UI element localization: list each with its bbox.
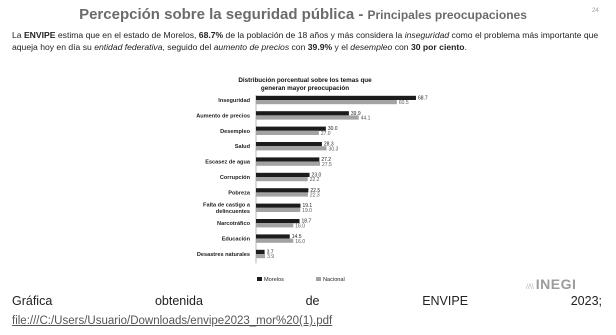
bar-nacional — [256, 223, 294, 228]
category-label: Salud — [235, 144, 251, 150]
data-label-nacional: 22.2 — [310, 177, 320, 183]
intro-paragraph: La ENVIPE estima que en el estado de Mor… — [12, 30, 599, 52]
bar-nacional — [256, 254, 266, 259]
data-label-morelos: 28.3 — [324, 142, 334, 148]
bar-morelos — [256, 111, 349, 116]
data-label-nacional: 22.3 — [310, 193, 320, 199]
bar-morelos — [256, 219, 300, 224]
caption: Gráfica obtenida de ENVIPE 2023; — [12, 294, 602, 308]
category-label: Narcotráfico — [217, 221, 251, 227]
bar-nacional — [256, 161, 321, 166]
data-label-morelos: 22.5 — [310, 188, 320, 194]
data-label-morelos: 27.2 — [321, 157, 331, 163]
data-label-nacional: 27.5 — [322, 162, 332, 168]
page-number: 24 — [592, 8, 599, 14]
bar-morelos — [256, 126, 326, 131]
envipe-bold: ENVIPE — [23, 30, 56, 40]
bar-nacional — [256, 177, 308, 182]
bar-morelos — [256, 188, 309, 193]
slide-title: Percepción sobre la seguridad pública - … — [0, 6, 606, 24]
title-sub: Principales preocupaciones — [367, 8, 527, 22]
bar-morelos — [256, 142, 322, 147]
inegi-logo-mark: //\\ — [526, 284, 534, 291]
bar-nacional — [256, 115, 359, 120]
category-label: delincuentes — [216, 209, 250, 215]
legend-swatch-morelos — [257, 277, 262, 281]
bar-nacional — [256, 130, 319, 135]
category-label: Desempleo — [220, 129, 250, 135]
data-label-morelos: 3.7 — [267, 249, 274, 255]
data-label-nacional: 30.3 — [329, 146, 339, 152]
data-label-morelos: 39.9 — [351, 111, 361, 117]
data-label-nacional: 44.1 — [361, 116, 371, 122]
data-label-nacional: 60.5 — [399, 100, 409, 106]
chart-title-line1: Distribución porcentual sobre los temas … — [238, 77, 372, 84]
bar-nacional — [256, 207, 301, 212]
data-label-morelos: 68.7 — [418, 95, 428, 101]
title-main: Percepción sobre la seguridad pública - — [79, 6, 368, 23]
bar-morelos — [256, 234, 290, 239]
data-label-morelos: 19.1 — [302, 203, 312, 209]
category-label: Corrupción — [220, 175, 251, 181]
data-label-nacional: 27.0 — [321, 131, 331, 137]
bar-nacional — [256, 100, 397, 105]
bar-nacional — [256, 238, 294, 243]
category-label: Pobreza — [228, 190, 251, 196]
bar-morelos — [256, 95, 416, 100]
legend-swatch-nacional — [316, 277, 321, 281]
data-label-morelos: 14.5 — [292, 234, 302, 240]
category-label: Educación — [222, 237, 251, 243]
data-label-morelos: 23.0 — [312, 172, 322, 178]
legend-label-nacional: Nacional — [323, 277, 345, 283]
source-link[interactable]: file:///C:/Users/Usuario/Downloads/envip… — [12, 315, 333, 327]
data-label-nacional: 3.9 — [267, 254, 274, 260]
chart-title-line2: generan mayor preocupación — [261, 85, 349, 92]
category-label: Falta de castigo a — [203, 203, 251, 209]
inegi-logo: //\\ INEGI — [526, 276, 577, 292]
bar-morelos — [256, 172, 310, 177]
bar-nacional — [256, 146, 327, 151]
data-label-morelos: 18.7 — [302, 219, 312, 225]
bar-nacional — [256, 192, 308, 197]
data-label-morelos: 30.0 — [328, 126, 338, 132]
category-label: Inseguridad — [218, 98, 250, 104]
bar-morelos — [256, 203, 301, 208]
data-label-nacional: 16.0 — [295, 239, 305, 245]
category-label: Aumento de precios — [196, 113, 250, 119]
data-label-nacional: 16.0 — [295, 223, 305, 229]
legend-label-morelos: Morelos — [264, 277, 284, 283]
bar-morelos — [256, 249, 265, 254]
data-label-nacional: 19.0 — [302, 208, 312, 214]
category-label: Escasez de agua — [205, 160, 251, 166]
category-label: Desastres naturales — [197, 252, 250, 258]
bar-morelos — [256, 157, 320, 162]
